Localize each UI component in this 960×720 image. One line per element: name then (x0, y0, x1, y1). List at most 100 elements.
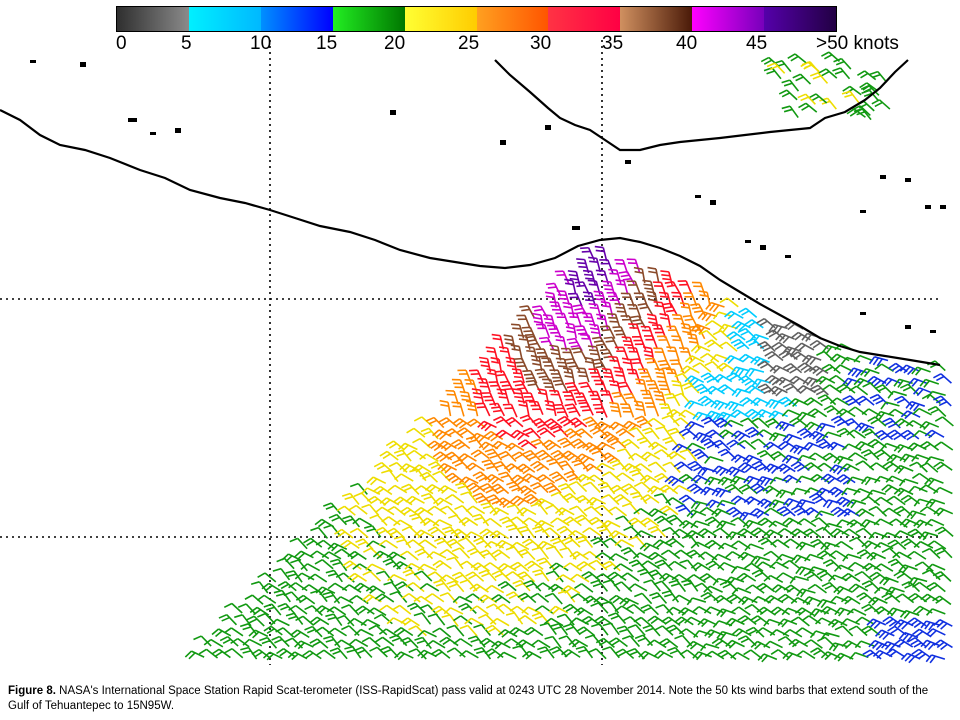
wind-barb (687, 460, 707, 472)
wind-barb (249, 606, 270, 616)
wind-barb (861, 540, 882, 550)
wind-barb (613, 563, 633, 572)
wind-barb (783, 538, 803, 548)
wind-barb (642, 279, 656, 296)
wind-barb (294, 640, 314, 650)
wind-barb (833, 455, 853, 465)
wind-barb (888, 362, 908, 374)
wind-barb (684, 355, 705, 365)
wind-barb (775, 420, 795, 432)
land-speck (760, 245, 766, 250)
wind-barb (556, 613, 575, 626)
colorbar-segment (476, 7, 549, 31)
wind-barb (836, 383, 856, 394)
wind-barb (736, 572, 757, 582)
wind-barb (203, 638, 224, 648)
wind-barb (763, 550, 783, 561)
wind-barb (778, 89, 798, 101)
wind-barb (815, 438, 835, 450)
wind-barb (933, 547, 953, 559)
wind-barb (443, 607, 464, 615)
wind-barb (816, 598, 837, 609)
wind-barb (802, 528, 822, 539)
wind-barb (491, 640, 511, 650)
wind-barb (833, 585, 853, 595)
wind-barb (730, 454, 751, 464)
wind-barb (655, 603, 674, 616)
wind-barb (525, 346, 539, 362)
wind-barb (419, 471, 439, 483)
wind-barb (860, 367, 880, 378)
wind-barb (776, 463, 796, 475)
wind-barb (906, 510, 926, 520)
wind-barb (417, 539, 437, 549)
wind-barb (820, 541, 840, 551)
wind-barb (905, 400, 926, 412)
wind-barb (835, 408, 856, 418)
wind-barb (562, 367, 576, 384)
wind-barb (240, 646, 258, 660)
wind-barb (549, 389, 564, 405)
wind-barb (406, 449, 427, 460)
colorbar-segment (332, 7, 405, 31)
wind-barb (919, 441, 940, 451)
wind-barb (545, 291, 558, 308)
wind-barb (634, 634, 654, 647)
wind-barb (730, 338, 750, 350)
wind-barb (398, 442, 418, 452)
wind-barb (536, 323, 551, 339)
wind-barb (574, 514, 594, 526)
wind-barb (218, 613, 238, 626)
wind-barb (925, 498, 946, 508)
wind-barb (489, 507, 510, 516)
wind-barb (847, 452, 868, 461)
wind-barb (629, 469, 647, 482)
wind-barb (653, 347, 668, 362)
wind-barb (479, 482, 499, 494)
land-speck (785, 255, 791, 258)
wind-barb (385, 440, 406, 451)
wind-barb (921, 393, 941, 405)
wind-barb (775, 553, 796, 562)
wind-barb (333, 596, 354, 604)
wind-barb (803, 639, 823, 649)
wind-barb (554, 270, 570, 285)
wind-barb (554, 507, 575, 516)
wind-barb (763, 507, 784, 517)
wind-barb (705, 499, 726, 509)
wind-barb (542, 378, 556, 394)
wind-barb (543, 617, 564, 627)
wind-barb (869, 393, 889, 405)
wind-barb (647, 461, 667, 473)
wind-barb (594, 245, 608, 262)
wind-barb (530, 639, 551, 649)
wind-barb (608, 530, 629, 539)
wind-barb (846, 429, 866, 439)
wind-barb (909, 461, 928, 473)
wind-barb (730, 651, 750, 661)
wind-barb (726, 372, 746, 383)
wind-barb (451, 459, 471, 471)
wind-barb (666, 408, 686, 418)
wind-barb (662, 461, 681, 474)
wind-barb (750, 527, 771, 537)
wind-barb (364, 525, 382, 538)
wind-barb (491, 570, 511, 582)
wind-barb (667, 427, 686, 440)
wind-barb (505, 591, 525, 603)
wind-barb (535, 582, 555, 592)
wind-barb (765, 398, 785, 410)
wind-barb (913, 498, 934, 507)
wind-barb (432, 559, 452, 570)
wind-barb (634, 415, 653, 428)
wind-barb (893, 378, 913, 388)
wind-barb (781, 409, 802, 417)
wind-barb (289, 537, 308, 550)
wind-barb (465, 571, 485, 582)
wind-barb (751, 378, 772, 388)
wind-barb (653, 650, 674, 660)
wind-barb (711, 508, 731, 518)
wind-barb (672, 484, 692, 493)
wind-barb (535, 449, 555, 461)
wind-barb (193, 635, 212, 647)
